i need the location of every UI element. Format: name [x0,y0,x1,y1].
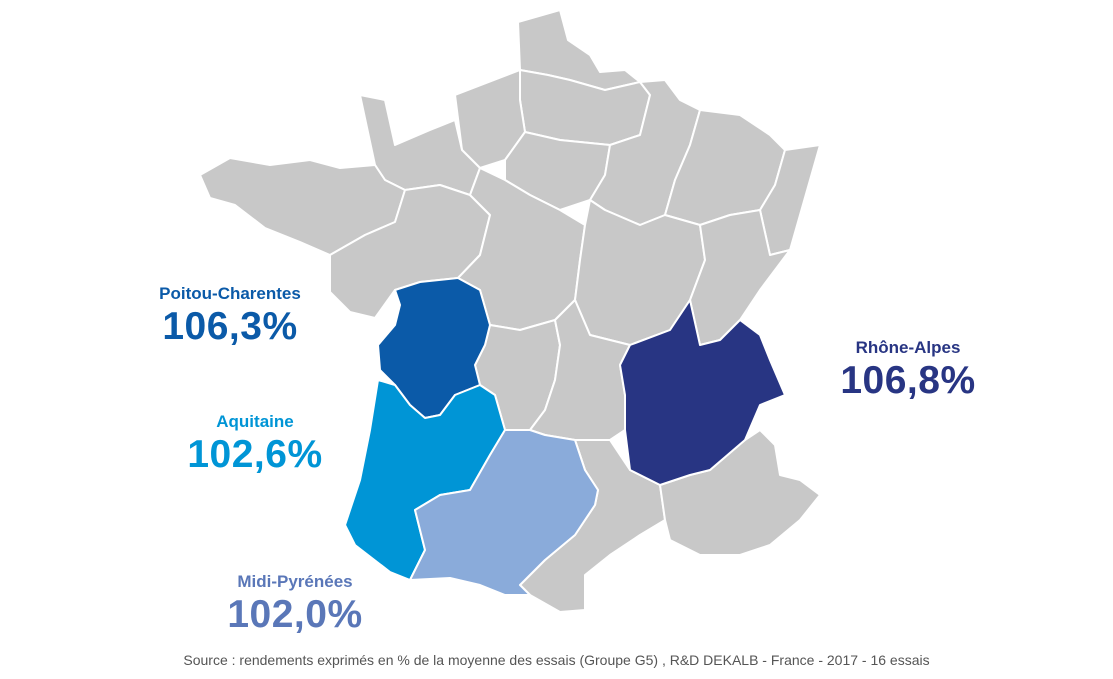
source-note: Source : rendements exprimés en % de la … [183,652,930,668]
region-name-midi-pyrenees: Midi-Pyrénées [237,572,353,591]
label-aquitaine: Aquitaine 102,6% [155,412,355,478]
label-poitou-charentes: Poitou-Charentes 106,3% [130,284,330,350]
region-value-aquitaine: 102,6% [187,433,323,476]
region-name-poitou-charentes: Poitou-Charentes [159,284,301,303]
label-rhone-alpes: Rhône-Alpes 106,8% [808,338,1008,404]
region-name-rhone-alpes: Rhône-Alpes [855,338,961,357]
region-value-rhone-alpes: 106,8% [840,359,976,402]
region-value-poitou-charentes: 106,3% [162,305,298,348]
region-ile-de-france [504,131,611,211]
region-rhone-alpes [619,299,786,486]
label-midi-pyrenees: Midi-Pyrénées 102,0% [195,572,395,638]
region-midi-pyrenees [409,429,599,596]
region-franche-comte [689,209,791,346]
region-value-midi-pyrenees: 102,0% [227,593,363,636]
region-name-aquitaine: Aquitaine [216,412,294,431]
